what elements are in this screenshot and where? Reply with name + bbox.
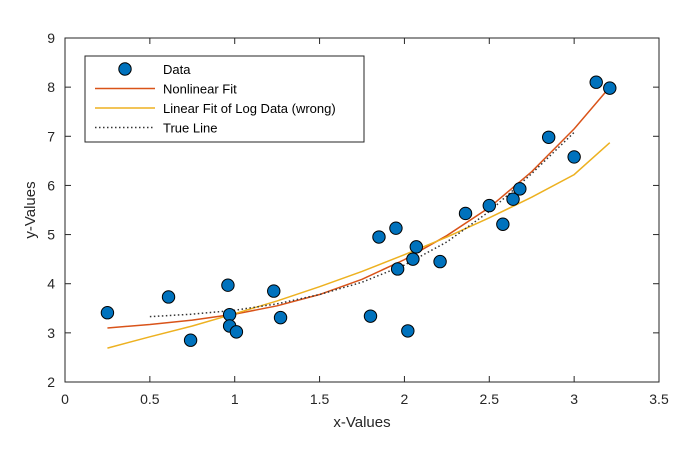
data-point [389, 221, 403, 235]
data-point [567, 150, 581, 164]
data-point [100, 306, 115, 320]
legend-item-nonlinear-fit: Nonlinear Fit [95, 82, 237, 97]
data-point [496, 217, 510, 231]
data-point [482, 198, 496, 213]
x-tick-label: 0.5 [140, 391, 160, 407]
data-point [221, 278, 235, 292]
series-line-linear-fit-of-log-data-wrong [107, 142, 611, 349]
legend: Data Nonlinear Fit Linear Fit of Log Data … [84, 55, 365, 143]
plot-area: 0 0.5 1 1.5 2 2.5 3 3.5 2 3 4 5 6 7 8 9 [47, 30, 669, 407]
data-point [267, 284, 281, 298]
data-point [603, 81, 617, 95]
data-point [506, 192, 520, 206]
legend-label-data: Data [163, 62, 191, 77]
legend-label-linear-fit-of-log-data-wrong: Linear Fit of Log Data (wrong) [163, 101, 336, 116]
y-tick-label: 9 [47, 30, 55, 46]
y-tick-label: 5 [47, 227, 55, 243]
legend-items: Data Nonlinear Fit Linear Fit of Log Data … [95, 62, 336, 136]
data-point [433, 254, 447, 269]
data-point [372, 230, 386, 244]
legend-marker-data [118, 62, 132, 76]
legend-item-linear-fit-of-log-data-wrong: Linear Fit of Log Data (wrong) [95, 101, 336, 116]
data-point [222, 307, 237, 322]
y-tick-label: 8 [47, 79, 55, 95]
data-point [161, 290, 176, 304]
series-layer [100, 75, 617, 349]
data-point [458, 206, 473, 221]
y-tick-label: 2 [47, 374, 55, 390]
data-point [229, 325, 244, 339]
x-tick-label: 2.5 [480, 391, 500, 407]
legend-item-data: Data [118, 62, 191, 77]
x-tick-label: 3.5 [649, 391, 669, 407]
data-point [589, 75, 603, 89]
data-point [183, 333, 198, 347]
data-point [541, 130, 556, 144]
x-tick-label: 1.5 [310, 391, 330, 407]
legend-item-true-line: True Line [95, 121, 217, 136]
data-point [513, 182, 527, 196]
axes-box [64, 37, 660, 383]
data-point [273, 310, 288, 325]
data-point [409, 240, 424, 254]
x-tick-label: 3 [570, 391, 578, 407]
x-axis-label: x-Values [333, 414, 390, 431]
y-tick-label: 6 [47, 177, 55, 193]
legend-label-true-line: True Line [163, 121, 217, 136]
x-tick-label: 2 [401, 391, 409, 407]
legend-label-nonlinear-fit: Nonlinear Fit [163, 82, 237, 97]
data-point [363, 309, 378, 323]
y-axis-label: y-Values [22, 181, 39, 238]
y-tick-label: 3 [47, 325, 55, 341]
data-point [390, 262, 405, 276]
x-tick-label: 0 [61, 391, 69, 407]
series-line-nonlinear-fit [107, 86, 611, 329]
y-tick-label: 7 [47, 128, 55, 144]
x-tick-label: 1 [231, 391, 239, 407]
ticks-layer: 0 0.5 1 1.5 2 2.5 3 3.5 2 3 4 5 6 7 8 9 [47, 30, 669, 407]
data-point [406, 252, 420, 266]
data-point [401, 324, 415, 338]
series-line-true-line [149, 131, 575, 318]
y-tick-label: 4 [47, 276, 55, 292]
